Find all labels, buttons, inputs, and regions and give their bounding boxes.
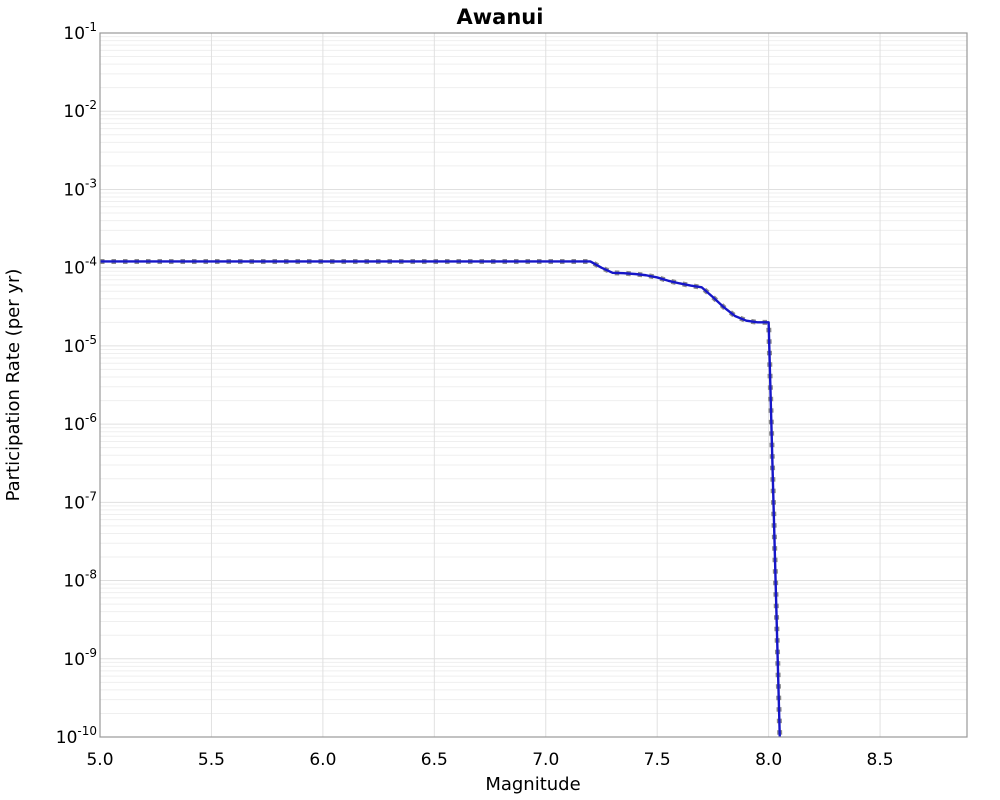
- y-tick-label: 10-2: [63, 98, 97, 122]
- y-axis-label: Participation Rate (per yr): [3, 269, 24, 502]
- y-tick-label: 10-10: [56, 724, 97, 748]
- y-tick-label: 10-9: [63, 646, 97, 670]
- series-line: [100, 260, 781, 738]
- x-tick-label: 6.5: [421, 750, 448, 770]
- y-tick-label: 10-3: [63, 176, 97, 200]
- y-tick-label: 10-6: [63, 411, 97, 435]
- series-layer: [100, 258, 783, 738]
- chart-title: Awanui: [457, 5, 544, 29]
- x-axis-label: Magnitude: [485, 774, 580, 795]
- y-tick-label: 10-8: [63, 568, 97, 592]
- series-dash-markers: [100, 258, 783, 738]
- y-tick-label: 10-1: [63, 20, 97, 44]
- x-tick-label: 8.5: [867, 750, 894, 770]
- y-tick-label: 10-7: [63, 489, 97, 513]
- x-tick-label: 6.0: [309, 750, 336, 770]
- y-tick-label: 10-4: [63, 255, 97, 279]
- x-tick-label: 5.0: [86, 750, 113, 770]
- y-tick-labels: 10-1 10-2 10-3 10-4 10-5 10-6 10-7 10-8 10-9 10-1…: [56, 20, 97, 748]
- x-tick-label: 5.5: [198, 750, 225, 770]
- plot-frame: [99, 32, 968, 738]
- x-tick-label: 8.0: [755, 750, 782, 770]
- grid-layer: [100, 33, 967, 737]
- x-tick-label: 7.0: [532, 750, 559, 770]
- x-tick-label: 7.5: [644, 750, 671, 770]
- x-tick-labels: 5.0 5.5 6.0 6.5 7.0 7.5 8.0 8.5: [86, 750, 893, 770]
- y-tick-label: 10-5: [63, 333, 97, 357]
